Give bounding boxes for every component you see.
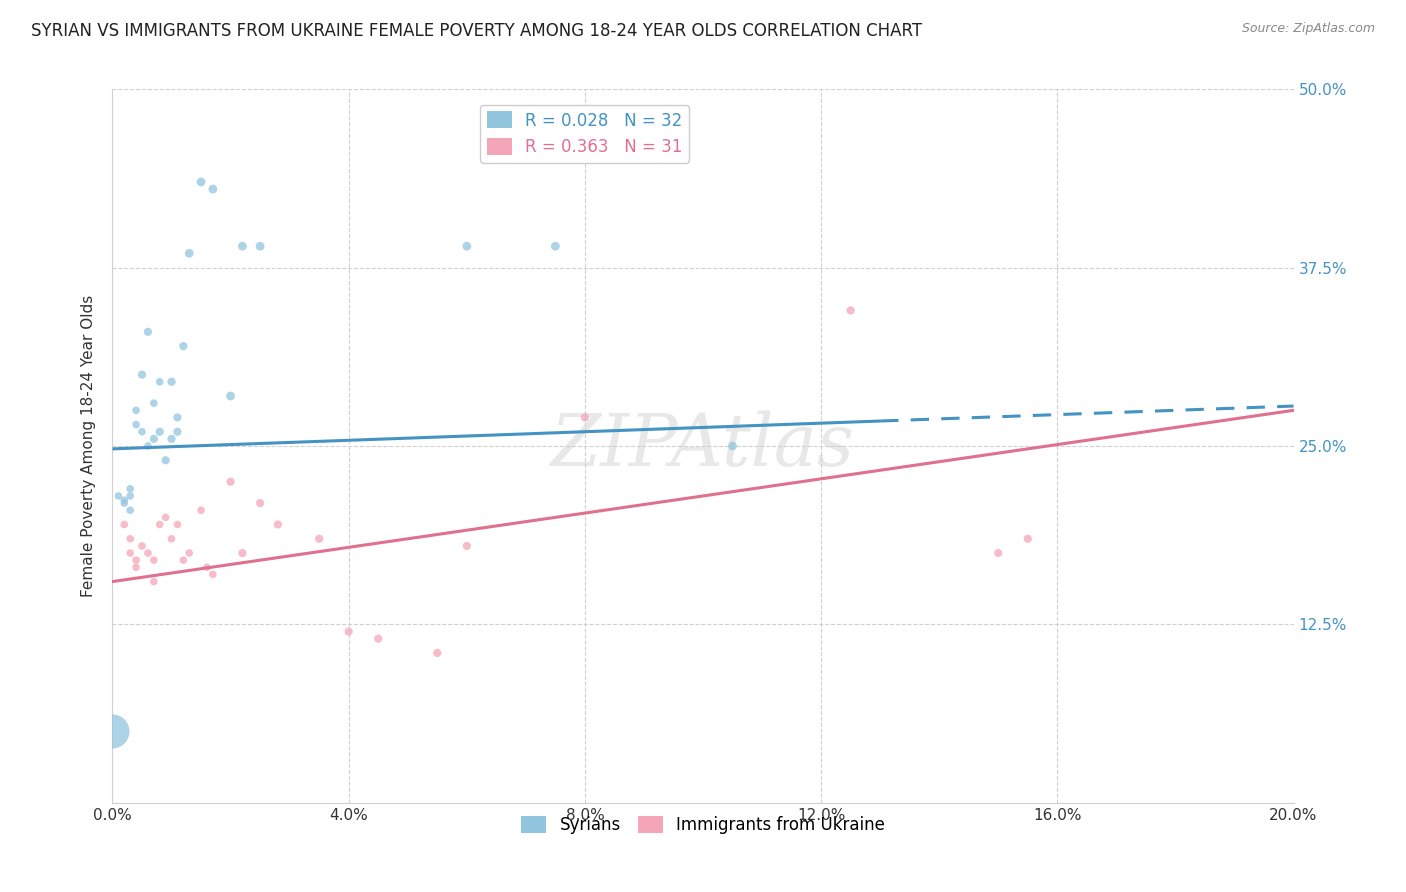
Point <box>149 375 172 389</box>
Point <box>125 560 148 574</box>
Point <box>131 425 153 439</box>
Point <box>172 339 194 353</box>
Point <box>1017 532 1039 546</box>
Point <box>136 546 159 560</box>
Point <box>131 539 153 553</box>
Point <box>142 553 165 567</box>
Point <box>231 546 253 560</box>
Point <box>367 632 389 646</box>
Point <box>112 517 135 532</box>
Point <box>249 496 271 510</box>
Point <box>426 646 449 660</box>
Point <box>142 396 165 410</box>
Text: ZIPAtlas: ZIPAtlas <box>551 410 855 482</box>
Point <box>120 532 142 546</box>
Point <box>201 182 224 196</box>
Point <box>136 439 159 453</box>
Point <box>839 303 862 318</box>
Point <box>574 410 596 425</box>
Point <box>160 432 183 446</box>
Point <box>120 503 142 517</box>
Point <box>179 246 201 260</box>
Point <box>201 567 224 582</box>
Legend: Syrians, Immigrants from Ukraine: Syrians, Immigrants from Ukraine <box>515 809 891 841</box>
Point <box>190 175 212 189</box>
Point <box>142 574 165 589</box>
Point <box>149 517 172 532</box>
Point <box>155 453 177 467</box>
Y-axis label: Female Poverty Among 18-24 Year Olds: Female Poverty Among 18-24 Year Olds <box>80 295 96 597</box>
Text: Source: ZipAtlas.com: Source: ZipAtlas.com <box>1241 22 1375 36</box>
Point <box>195 560 218 574</box>
Point <box>107 489 129 503</box>
Point <box>112 493 135 508</box>
Point <box>160 375 183 389</box>
Point <box>190 503 212 517</box>
Point <box>120 546 142 560</box>
Point <box>337 624 360 639</box>
Point <box>219 475 242 489</box>
Point <box>125 417 148 432</box>
Point <box>149 425 172 439</box>
Point <box>166 410 188 425</box>
Point <box>136 325 159 339</box>
Point <box>125 553 148 567</box>
Text: SYRIAN VS IMMIGRANTS FROM UKRAINE FEMALE POVERTY AMONG 18-24 YEAR OLDS CORRELATI: SYRIAN VS IMMIGRANTS FROM UKRAINE FEMALE… <box>31 22 922 40</box>
Point <box>166 425 188 439</box>
Point <box>231 239 253 253</box>
Point <box>456 239 478 253</box>
Point <box>308 532 330 546</box>
Point <box>987 546 1010 560</box>
Point <box>155 510 177 524</box>
Point <box>125 403 148 417</box>
Point <box>101 724 124 739</box>
Point <box>179 546 201 560</box>
Point <box>131 368 153 382</box>
Point <box>249 239 271 253</box>
Point <box>721 439 744 453</box>
Point <box>544 239 567 253</box>
Point <box>166 517 188 532</box>
Point <box>160 532 183 546</box>
Point <box>120 489 142 503</box>
Point <box>112 496 135 510</box>
Point <box>267 517 290 532</box>
Point <box>219 389 242 403</box>
Point <box>142 432 165 446</box>
Point <box>120 482 142 496</box>
Point <box>172 553 194 567</box>
Point <box>456 539 478 553</box>
